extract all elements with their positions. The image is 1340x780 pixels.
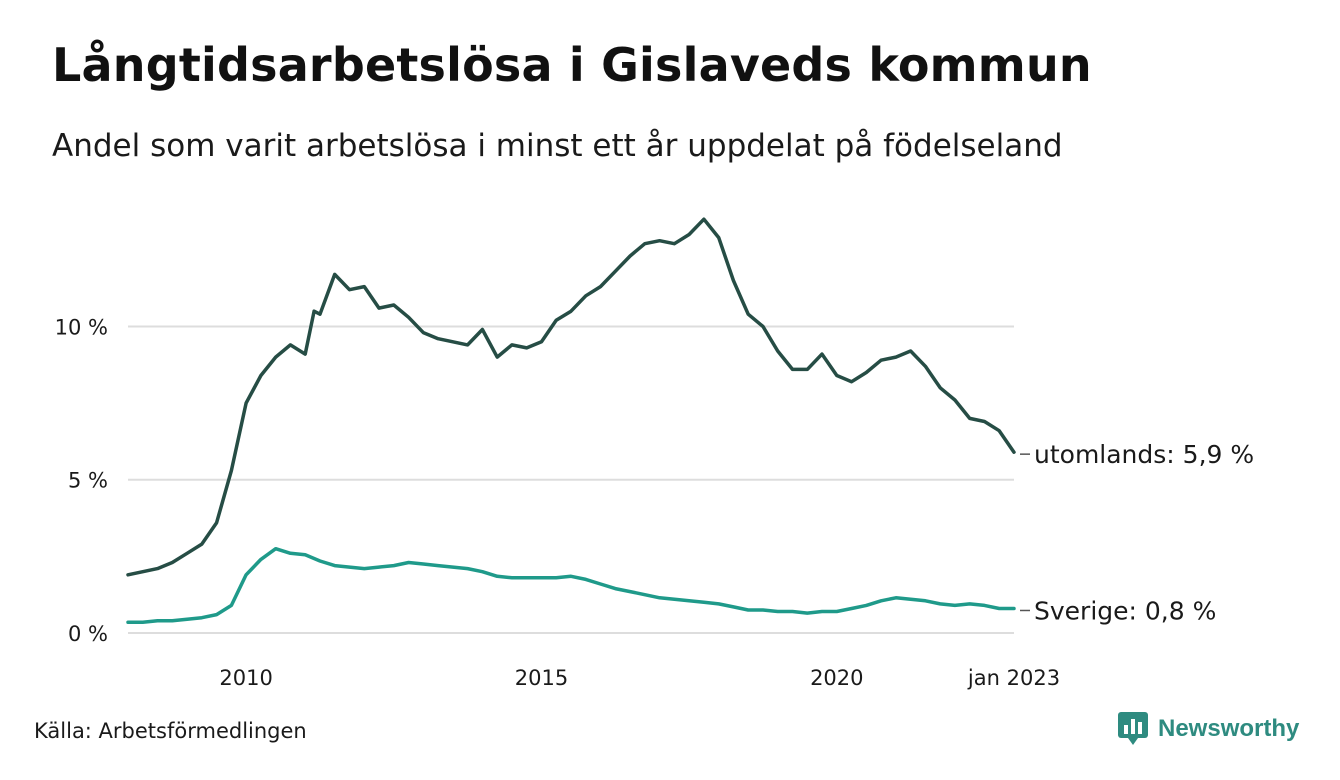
x-tick-label: 2020	[810, 666, 863, 690]
source-note: Källa: Arbetsförmedlingen	[34, 719, 307, 743]
y-tick-label: 5 %	[68, 469, 108, 493]
brand-name: Newsworthy	[1158, 715, 1300, 742]
y-axis-ticks: 0 % 5 % 10 %	[55, 315, 108, 646]
newsworthy-logo-icon	[1118, 712, 1148, 745]
x-tick-label: 2015	[515, 666, 568, 690]
chart-subtitle: Andel som varit arbetslösa i minst ett å…	[52, 128, 1063, 164]
x-axis-ticks: 2010 2015 2020 jan 2023	[219, 666, 1060, 690]
series-label-utomlands: utomlands: 5,9 %	[1034, 440, 1254, 469]
x-tick-label: 2010	[219, 666, 272, 690]
brand-logo: Newsworthy	[1118, 712, 1299, 746]
series-label-sverige: Sverige: 0,8 %	[1034, 596, 1216, 625]
series-group	[126, 217, 1016, 625]
y-tick-label: 0 %	[68, 622, 108, 646]
series-labels: utomlands: 5,9 % Sverige: 0,8 %	[1020, 440, 1254, 625]
chart-title: Långtidsarbetslösa i Gislaveds kommun	[52, 38, 1092, 92]
series-line-utomlands	[126, 217, 1016, 577]
y-tick-label: 10 %	[55, 315, 108, 339]
x-tick-label: jan 2023	[967, 666, 1060, 690]
grid-lines	[128, 325, 1014, 634]
series-line-sverige	[126, 546, 1016, 625]
